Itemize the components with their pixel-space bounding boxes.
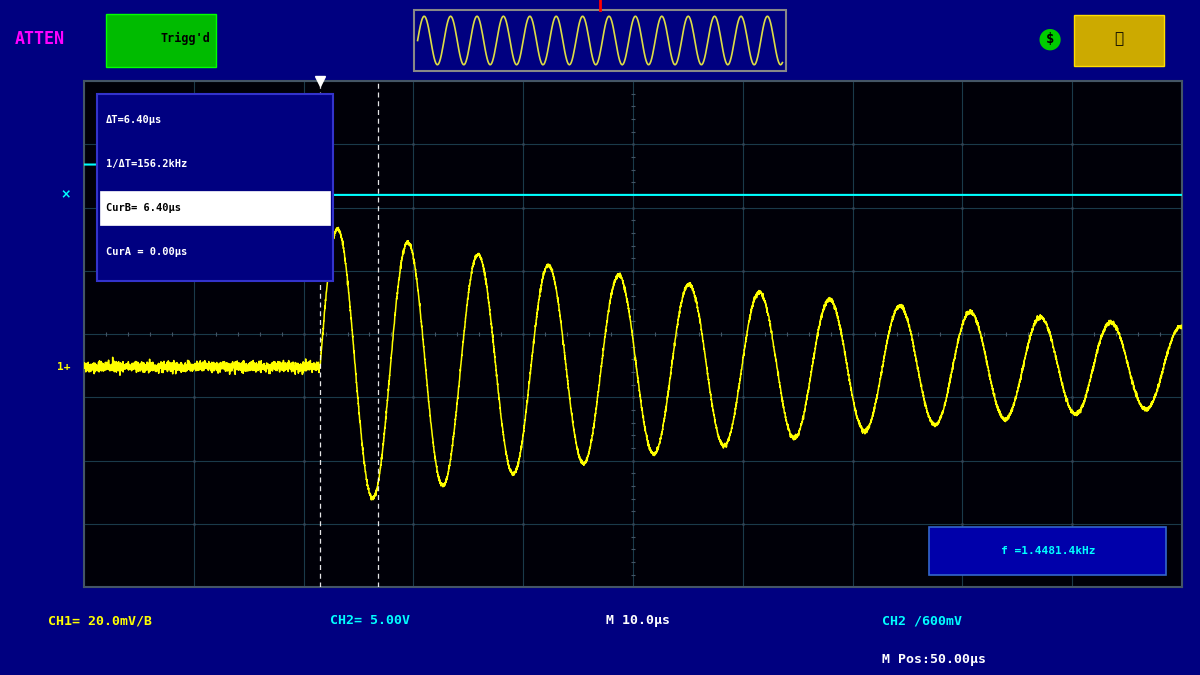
Text: ATTEN: ATTEN [14, 30, 65, 48]
Text: M Pos:50.00μs: M Pos:50.00μs [882, 653, 986, 666]
FancyBboxPatch shape [97, 94, 334, 281]
Text: 1+: 1+ [58, 362, 71, 372]
Text: $: $ [1046, 32, 1054, 46]
Text: ⨯: ⨯ [60, 188, 71, 201]
Text: ●: ● [1038, 25, 1062, 53]
Text: CH2= 5.00V: CH2= 5.00V [330, 614, 410, 627]
Bar [414, 9, 786, 72]
Text: f =1.4481.4kHz: f =1.4481.4kHz [1001, 546, 1096, 556]
FancyBboxPatch shape [930, 526, 1165, 574]
Text: CurA = 0.00μs: CurA = 0.00μs [106, 247, 187, 257]
Text: M 10.0μs: M 10.0μs [606, 614, 670, 627]
Text: CH1= 20.0mV/B: CH1= 20.0mV/B [48, 614, 152, 627]
FancyBboxPatch shape [101, 192, 330, 225]
Text: CH2 /600mV: CH2 /600mV [882, 614, 962, 627]
Text: Trigg'd: Trigg'd [161, 32, 211, 45]
Text: ⎙: ⎙ [1114, 31, 1123, 47]
Text: CurB= 6.40μs: CurB= 6.40μs [106, 203, 181, 213]
FancyBboxPatch shape [106, 14, 216, 68]
FancyBboxPatch shape [1074, 16, 1164, 65]
Text: 1/ΔT=156.2kHz: 1/ΔT=156.2kHz [106, 159, 187, 169]
Text: ΔT=6.40μs: ΔT=6.40μs [106, 115, 162, 125]
